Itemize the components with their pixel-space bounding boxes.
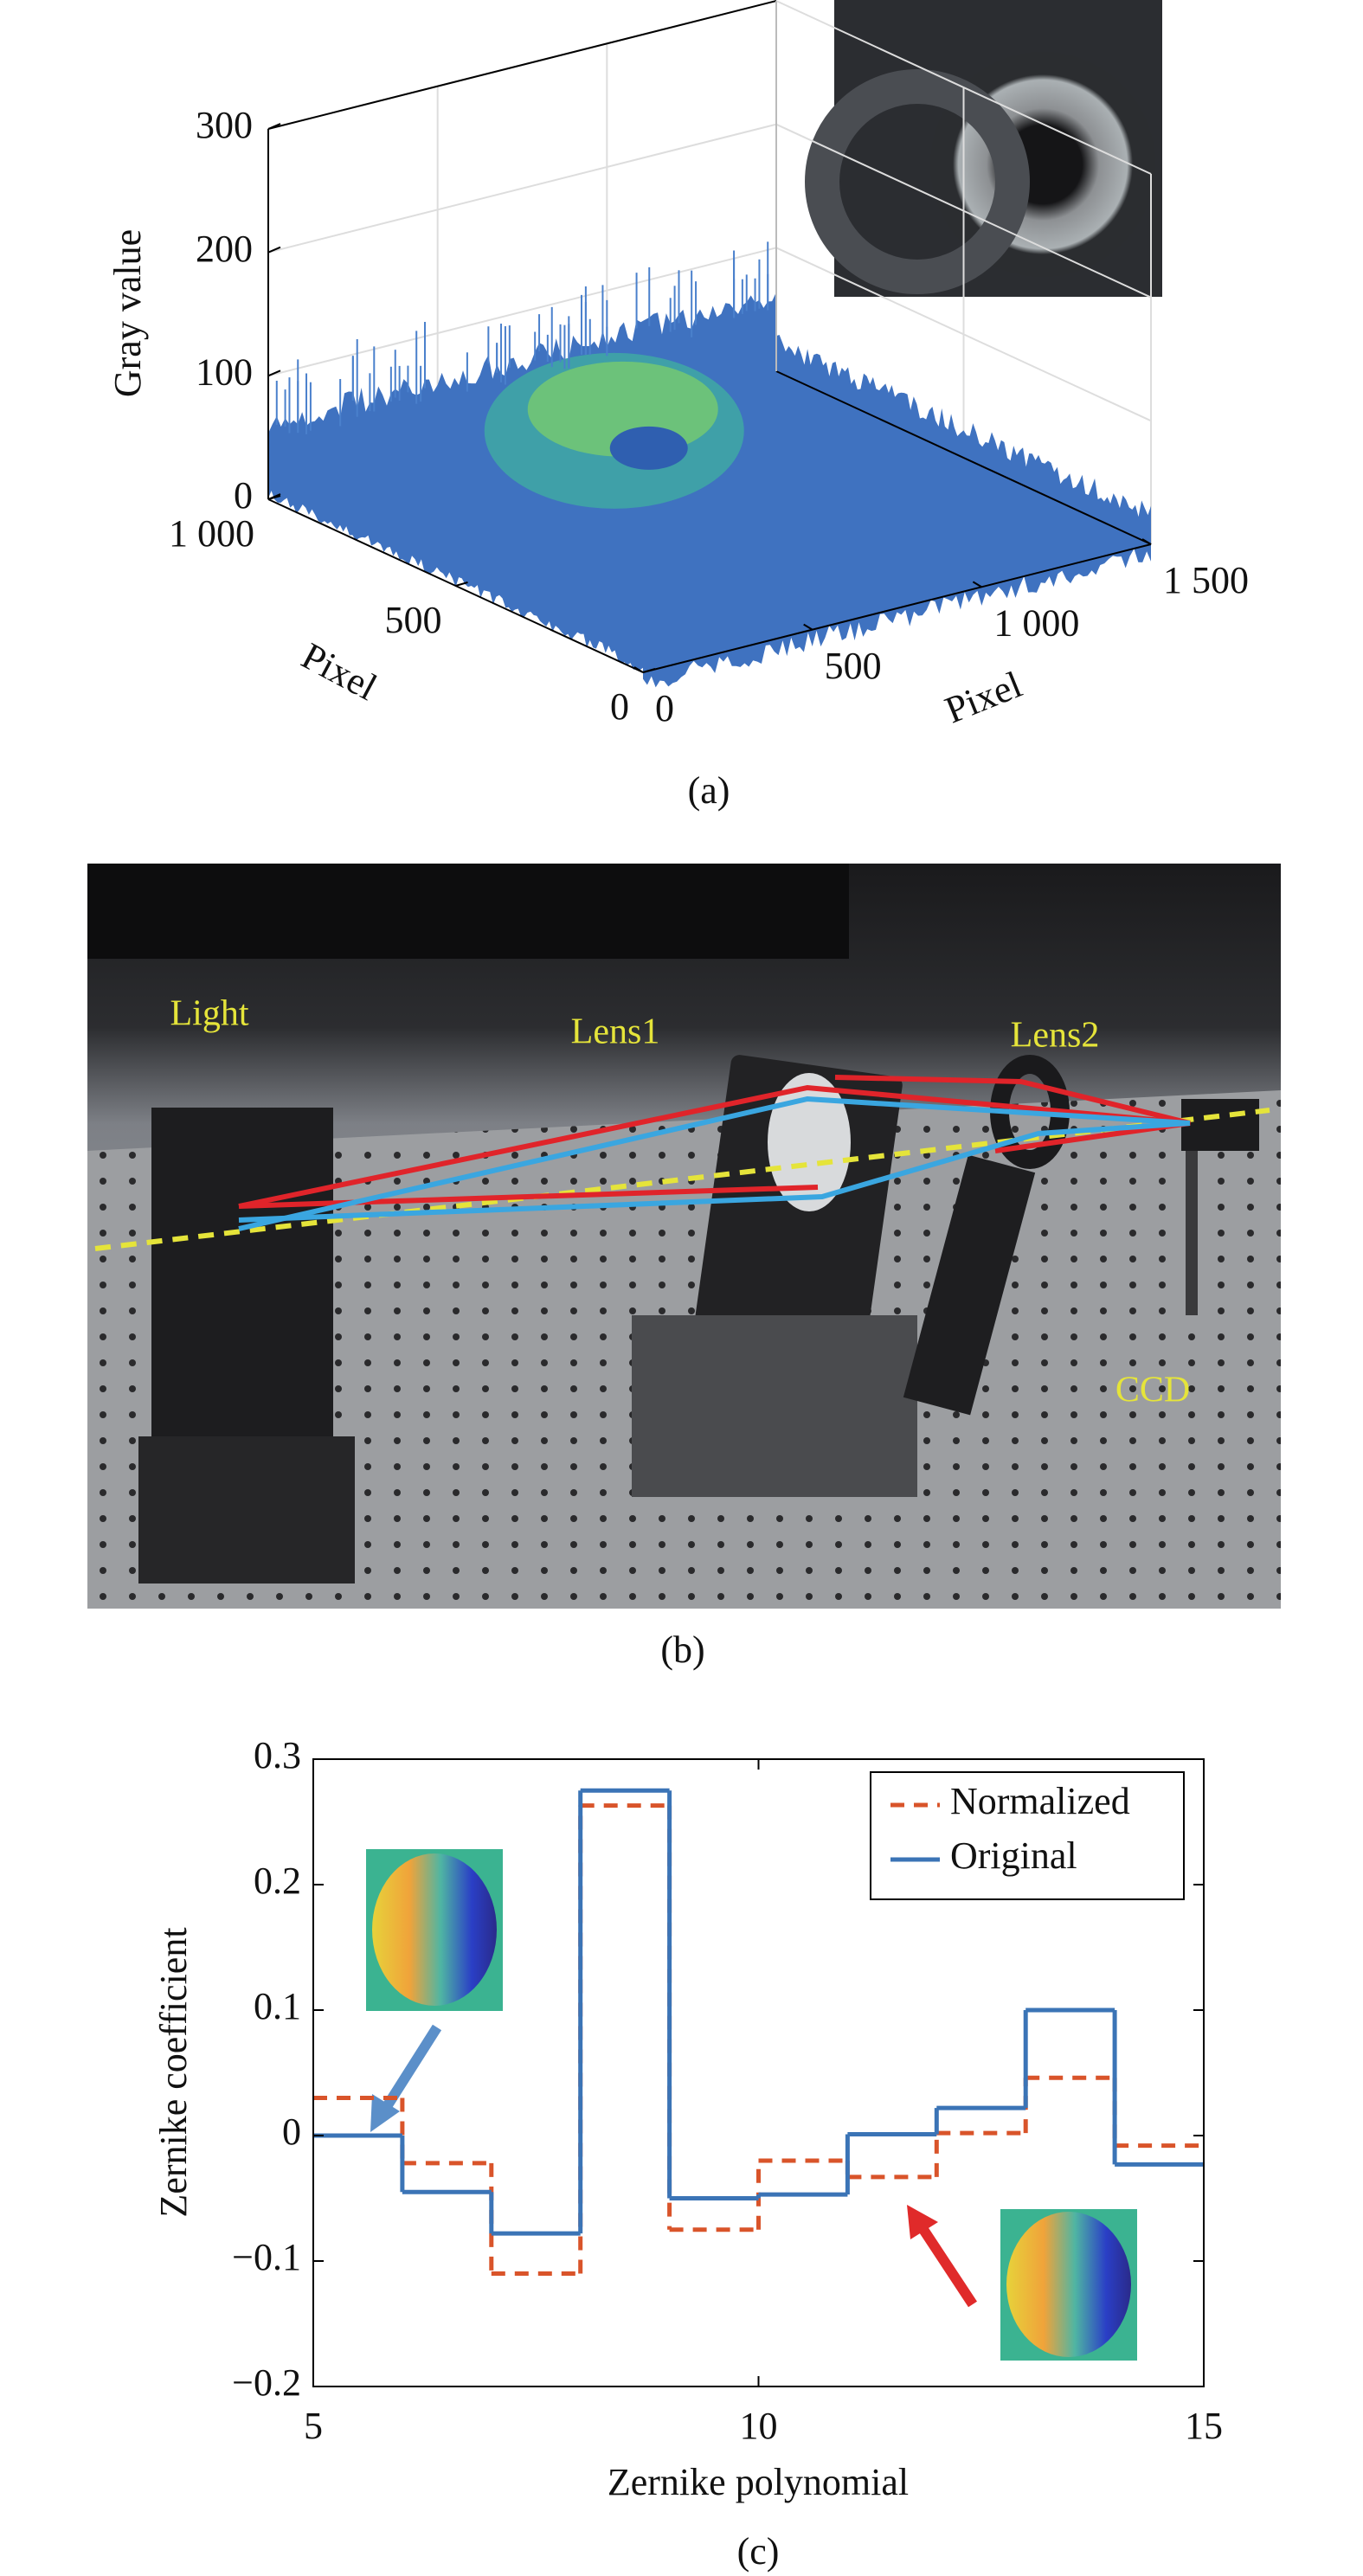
lens1-base <box>632 1315 917 1497</box>
x-axis-label: Pixel <box>939 663 1027 731</box>
x-tick-label: 500 <box>825 645 882 687</box>
x-tick-label: 5 <box>304 2405 323 2447</box>
light-stage <box>151 1108 333 1471</box>
x-tick-label: 10 <box>740 2405 778 2447</box>
x-tick-label: 0 <box>655 687 674 729</box>
figure: Gray value Pixel Pixel (a) 0100200300050… <box>0 0 1363 2576</box>
panel-a: Gray value Pixel Pixel (a) 0 100 200 300 0 50… <box>106 0 1249 812</box>
page: {"chart_data": [ {"type": "surface3d", "… <box>0 0 1363 2576</box>
legend-label: Original <box>950 1834 1077 1877</box>
x-tick-label: 15 <box>1185 2405 1223 2447</box>
monitor <box>87 864 849 959</box>
y-tick-label: 0.2 <box>254 1860 301 1902</box>
z-tick-label: 100 <box>196 350 253 393</box>
y-tick-label: 500 <box>385 599 442 641</box>
photo-label: Lens2 <box>1011 1016 1100 1056</box>
photo-label: Lens1 <box>571 1012 660 1052</box>
photo-label: Light <box>170 994 249 1034</box>
y-axis-label: Pixel <box>295 634 384 709</box>
z-tick-label: 0 <box>234 474 253 517</box>
inset-mode-disk <box>372 1853 497 2006</box>
y-tick-label: −0.1 <box>232 2236 301 2278</box>
inset-mode-disk <box>1006 2212 1131 2357</box>
z-tick-label: 300 <box>196 104 253 146</box>
grid-line <box>268 125 776 253</box>
x-tick-label: 1 500 <box>1163 559 1249 601</box>
y-tick-label: 0 <box>610 685 629 728</box>
arrow <box>923 2228 973 2304</box>
ccd-post <box>1186 1151 1198 1315</box>
light-base <box>138 1436 355 1584</box>
caption: (b) <box>660 1628 704 1671</box>
y-tick-label: −0.2 <box>232 2361 301 2404</box>
y-tick-label: 0.3 <box>254 1734 301 1776</box>
y-tick-label: 0 <box>282 2110 301 2153</box>
photo-label: CCD <box>1115 1371 1190 1410</box>
panel-b: Light Lens1 Lens2 CCD (b) <box>87 864 1281 1671</box>
legend-label: Normalized <box>950 1780 1130 1822</box>
panel-c: Zernike coefficient Zernike polynomial (… <box>152 1734 1223 2573</box>
x-axis-label: Zernike polynomial <box>608 2461 909 2503</box>
caption: (c) <box>737 2530 780 2573</box>
caption: (a) <box>688 769 730 812</box>
y-tick-label: 1 000 <box>169 512 254 555</box>
z-axis-label: Gray value <box>106 229 149 397</box>
y-tick-label: 0.1 <box>254 1985 301 2027</box>
ccd <box>1181 1099 1259 1151</box>
y-axis-label: Zernike coefficient <box>152 1927 195 2217</box>
z-tick-label: 200 <box>196 228 253 270</box>
surface-hole <box>610 427 688 470</box>
axis-line <box>268 1 776 129</box>
x-tick-label: 1 000 <box>993 601 1079 644</box>
